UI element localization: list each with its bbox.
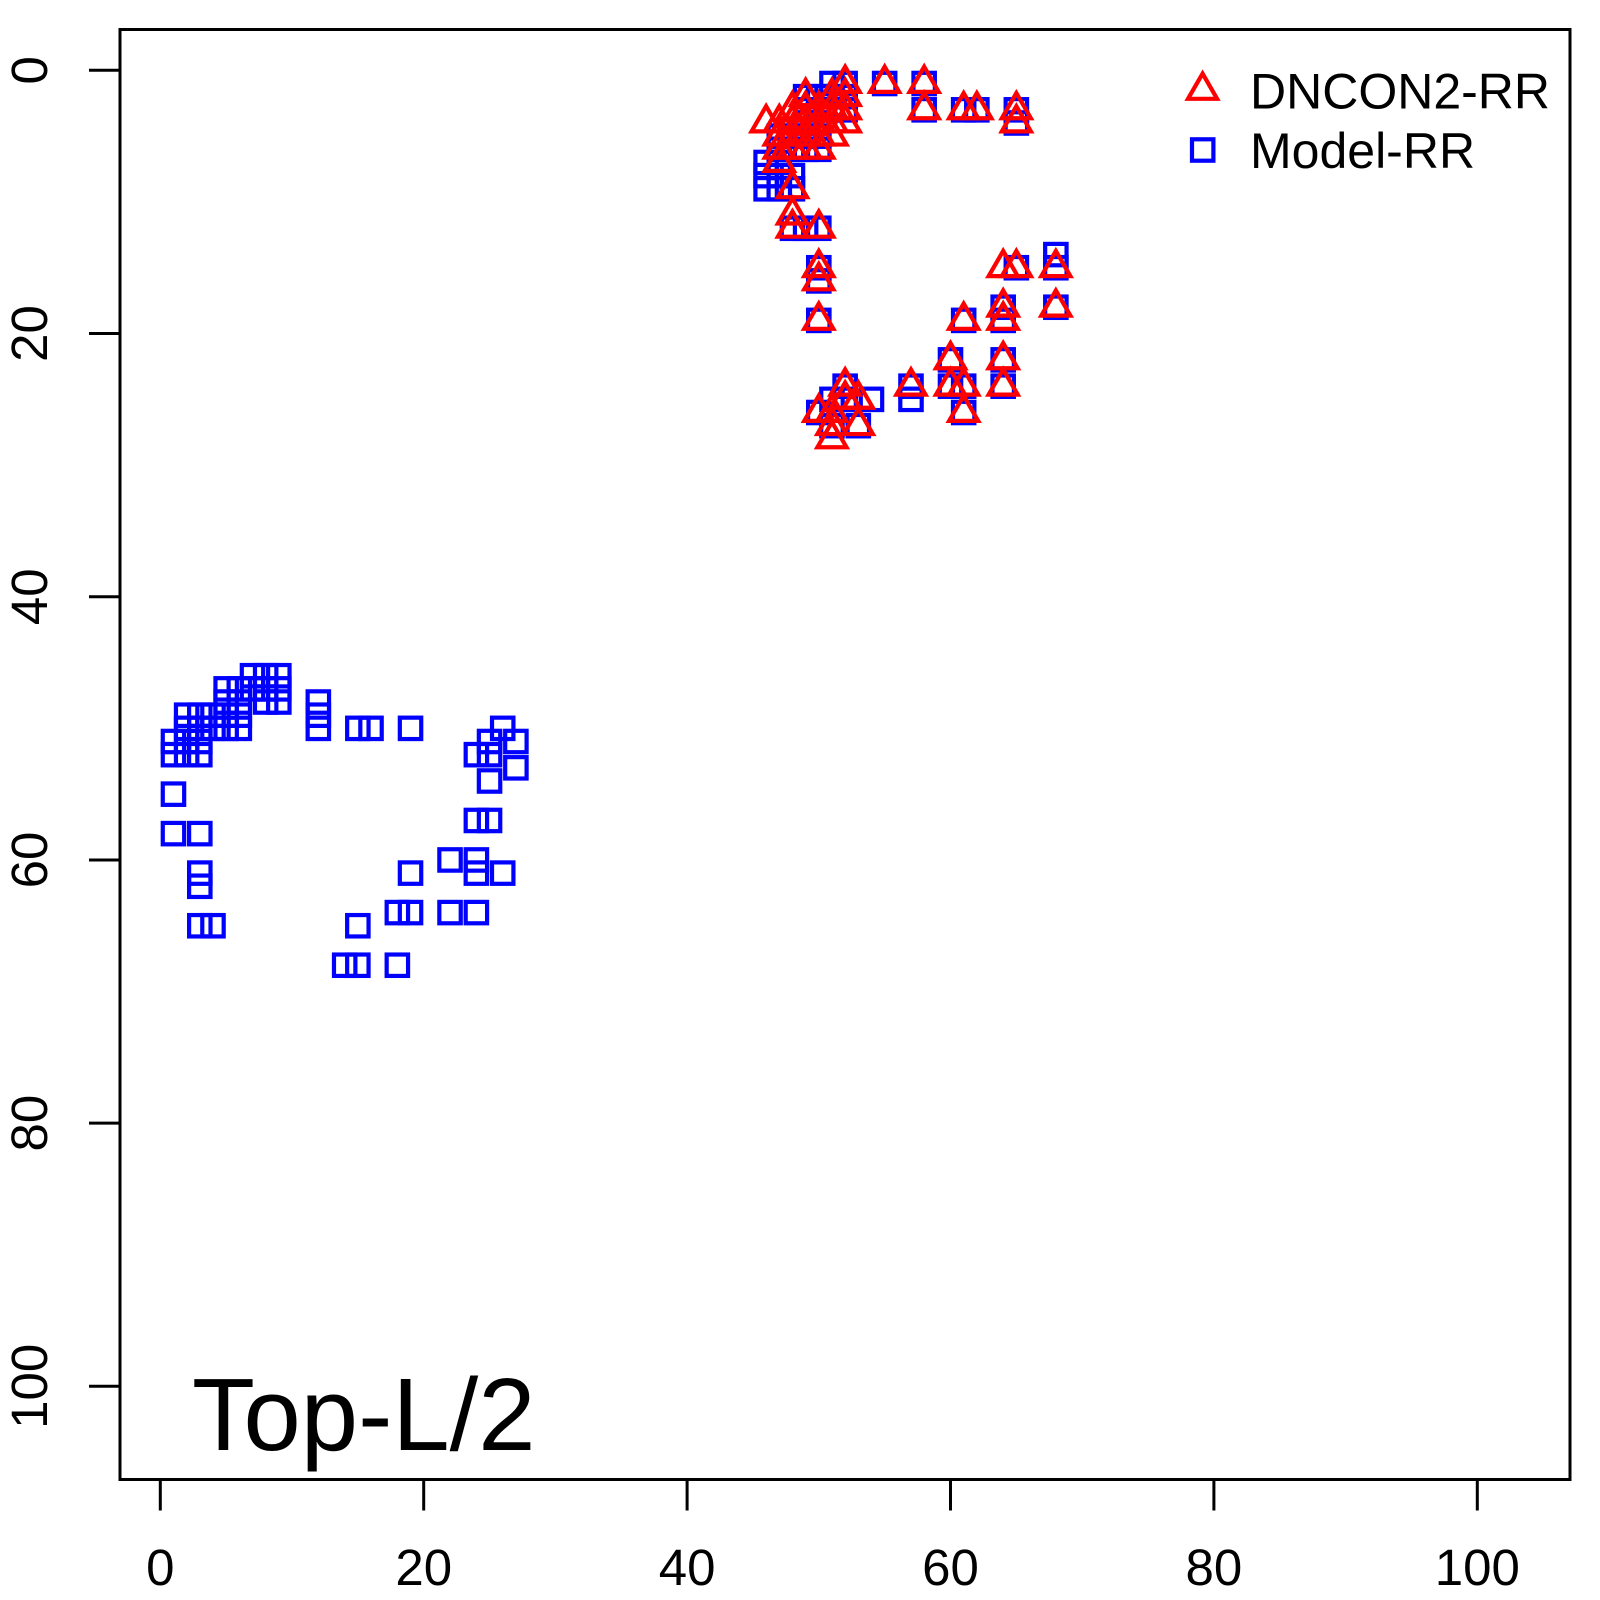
svg-text:60: 60: [922, 1539, 979, 1596]
svg-text:DNCON2-RR: DNCON2-RR: [1250, 63, 1550, 119]
svg-text:Model-RR: Model-RR: [1250, 123, 1475, 179]
svg-text:0: 0: [146, 1539, 174, 1596]
svg-text:20: 20: [395, 1539, 452, 1596]
svg-text:80: 80: [1, 1095, 58, 1152]
svg-text:100: 100: [1, 1344, 58, 1429]
svg-text:80: 80: [1186, 1539, 1243, 1596]
svg-text:40: 40: [659, 1539, 716, 1596]
svg-text:20: 20: [1, 305, 58, 362]
svg-text:60: 60: [1, 832, 58, 889]
svg-text:40: 40: [1, 568, 58, 625]
svg-text:Top-L/2: Top-L/2: [192, 1357, 536, 1472]
svg-text:0: 0: [1, 56, 58, 84]
svg-text:100: 100: [1435, 1539, 1520, 1596]
